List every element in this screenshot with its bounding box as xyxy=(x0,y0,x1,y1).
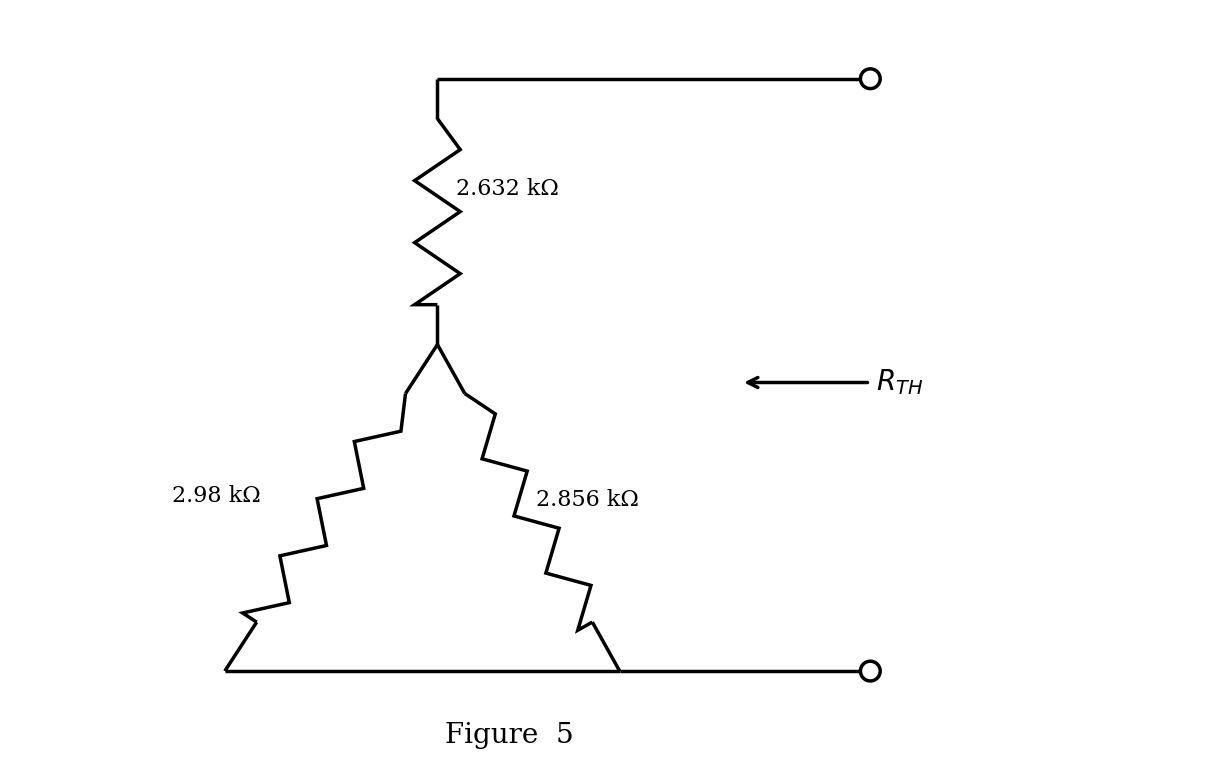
Circle shape xyxy=(861,661,880,681)
Circle shape xyxy=(861,69,880,89)
Text: 2.632 kΩ: 2.632 kΩ xyxy=(457,177,560,200)
Text: 2.856 kΩ: 2.856 kΩ xyxy=(536,489,640,511)
Text: $R_{TH}$: $R_{TH}$ xyxy=(877,368,924,397)
Text: 2.98 kΩ: 2.98 kΩ xyxy=(172,486,260,507)
Text: Figure  5: Figure 5 xyxy=(445,722,574,749)
